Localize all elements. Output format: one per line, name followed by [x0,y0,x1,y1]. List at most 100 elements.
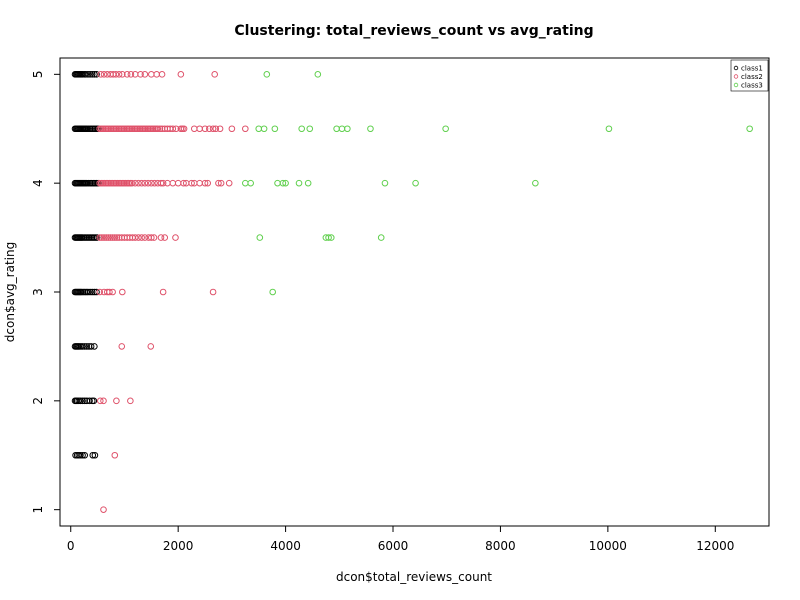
data-point [147,343,155,350]
data-point [314,71,322,78]
y-axis-label: dcon$avg_rating [3,242,17,342]
data-point [87,343,95,350]
legend-label: class1 [741,65,763,73]
data-point [91,343,98,350]
data-point [96,397,104,405]
data-point [91,451,99,459]
data-point [111,234,119,241]
chart-title: Clustering: total_reviews_count vs avg_r… [234,23,593,39]
data-point [148,179,155,187]
data-point [216,125,224,133]
data-point [119,288,126,296]
data-point [141,234,149,241]
data-point [151,179,158,187]
y-tick-label: 5 [31,71,45,79]
data-point [123,71,131,78]
legend-marker [733,82,739,88]
data-point [109,288,116,296]
legend-label: class3 [741,82,763,90]
data-point [217,179,225,187]
data-point [153,71,160,78]
data-point [242,179,249,187]
data-point [81,343,89,350]
data-point [177,71,185,78]
data-point [279,179,287,187]
data-point [91,71,98,78]
x-tick-label: 0 [67,539,75,553]
data-point [255,125,263,133]
data-point [86,397,93,405]
data-point [77,451,84,459]
data-point [127,71,135,78]
x-axis-label: dcon$total_reviews_count [336,570,492,584]
data-point [77,397,84,405]
data-point [119,71,126,78]
data-point [107,234,114,241]
data-point [188,179,195,187]
data-point [100,234,108,241]
data-point [209,288,217,296]
data-point [159,179,167,187]
data-point [118,343,126,350]
data-point [206,125,213,133]
data-point [157,179,165,187]
data-point [295,179,303,187]
data-point [96,234,104,241]
data-point [105,234,112,241]
data-point [180,125,188,133]
data-point [172,234,179,241]
data-point [242,125,249,133]
data-point [274,179,281,187]
data-point [190,125,198,133]
data-point [141,71,149,78]
data-point [180,179,187,187]
data-point [532,179,539,187]
data-point [88,288,96,296]
data-point [269,288,277,296]
data-point [256,234,264,241]
data-point [89,451,97,459]
data-point [97,71,105,78]
data-point [93,71,100,78]
data-point [211,71,218,78]
x-axis: 0 2000 4000 6000 8000 10000 12000 [67,525,734,553]
data-point [209,125,217,133]
data-point [271,125,279,133]
data-point [148,234,155,241]
data-point [82,71,90,78]
data-point [83,343,91,350]
x-tick-label: 6000 [378,539,409,553]
data-point [113,234,121,241]
data-point [88,71,96,78]
series-class1 [71,71,102,459]
data-point [128,179,136,187]
data-point [201,179,209,187]
data-point [412,179,419,187]
data-point [137,71,144,78]
data-point [100,506,107,513]
x-tick-label: 2000 [163,539,194,553]
data-point [138,234,145,241]
x-tick-label: 12000 [696,539,734,553]
data-point [228,125,236,133]
y-tick-label: 1 [31,506,45,514]
y-tick-label: 4 [31,179,45,187]
data-point [169,125,177,133]
data-point [100,71,108,78]
data-point [79,397,86,405]
data-points [71,71,753,513]
data-point [86,288,94,296]
series-class2 [96,71,249,513]
data-point [79,343,86,350]
data-point [247,179,254,187]
data-point [260,125,268,133]
data-point [93,288,100,296]
data-point [102,234,110,241]
data-point [282,179,289,187]
data-point [169,179,177,187]
data-point [605,125,613,133]
data-point [333,125,340,133]
data-point [96,288,104,296]
